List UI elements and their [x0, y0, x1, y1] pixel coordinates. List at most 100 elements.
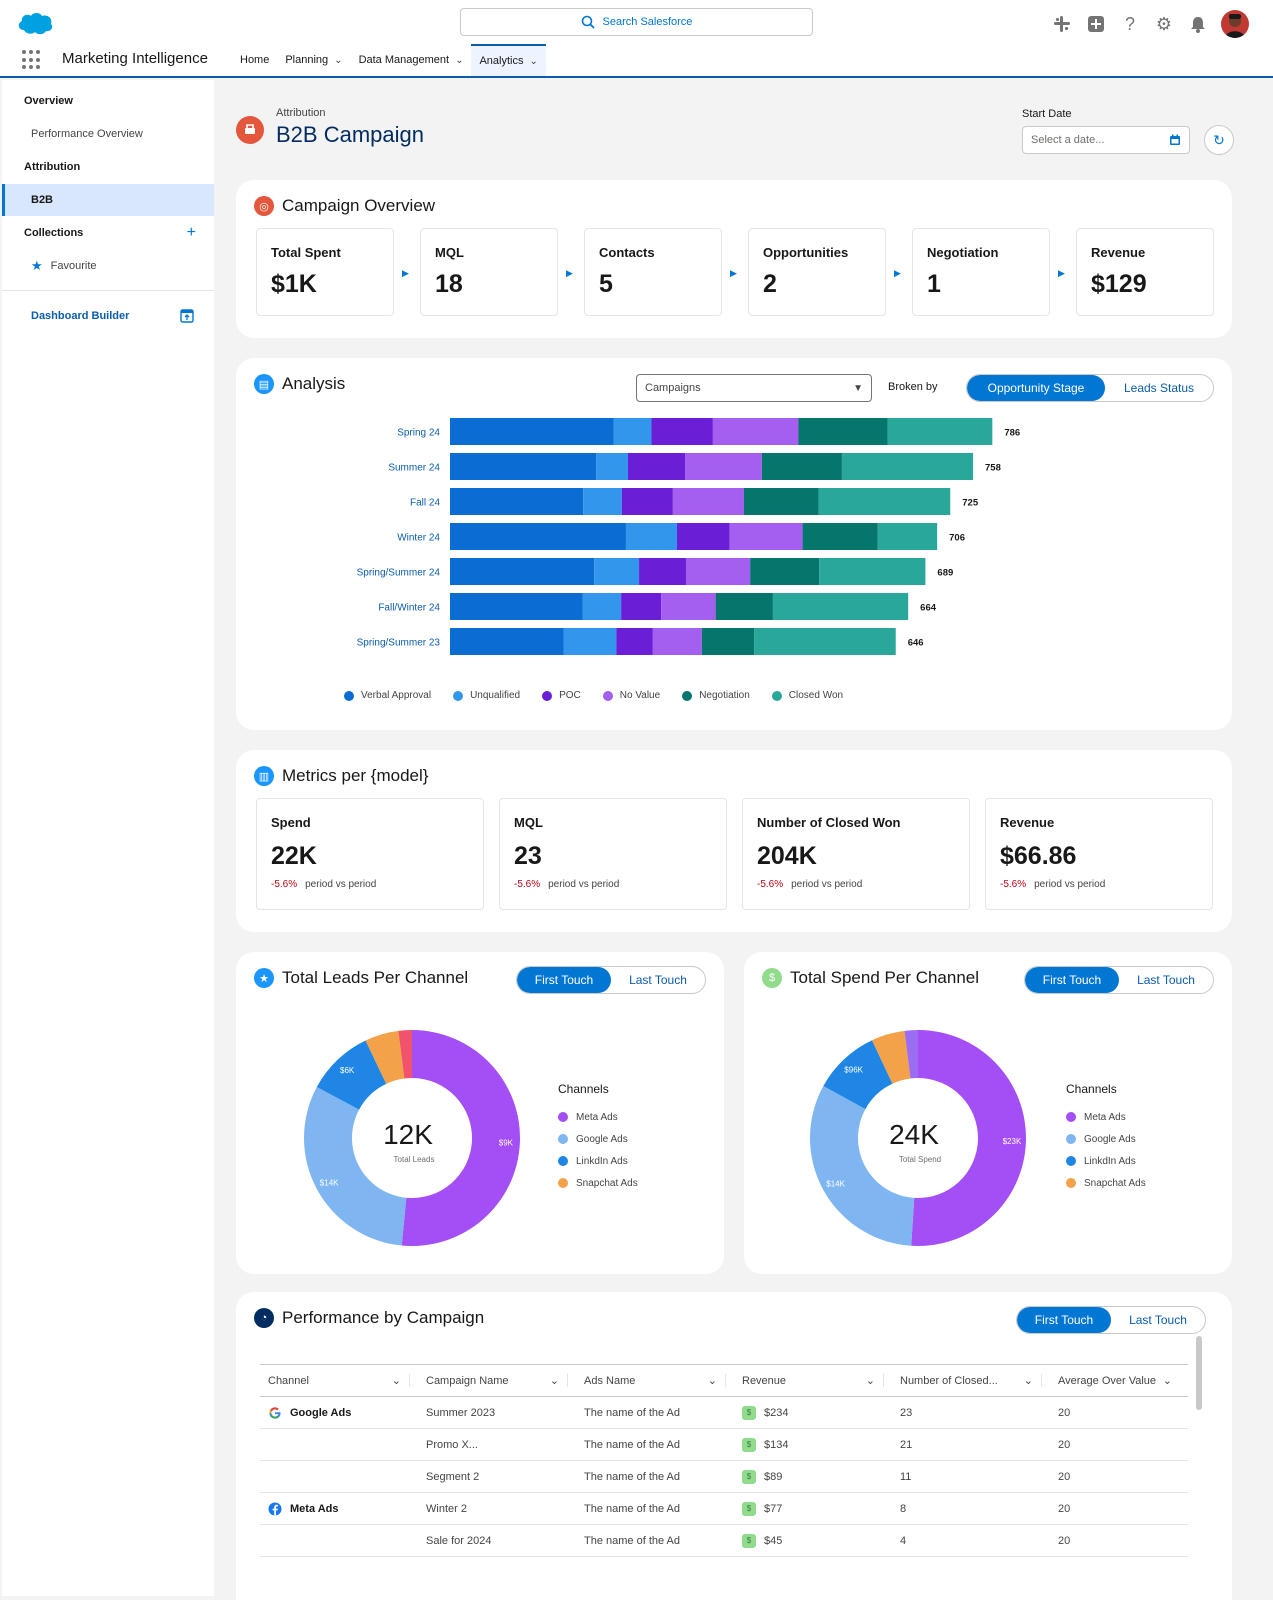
bar-segment[interactable]	[596, 453, 629, 480]
column-header-revenue[interactable]: Revenue ⌄	[734, 1364, 892, 1397]
chevron-down-icon[interactable]: ⌄	[455, 54, 464, 66]
toggle-first-touch[interactable]: First Touch	[517, 967, 611, 993]
legend-item[interactable]: No Value	[602, 690, 660, 701]
bar-segment[interactable]	[661, 593, 716, 620]
kpi-negotiation[interactable]: Negotiation 1	[912, 228, 1050, 316]
bar-segment[interactable]	[877, 523, 938, 550]
donut-slice[interactable]	[810, 1085, 915, 1246]
bar-segment[interactable]	[652, 628, 702, 655]
settings-icon[interactable]: ⚙	[1155, 13, 1173, 34]
legend-item[interactable]: Google Ads	[558, 1128, 638, 1150]
donut-slice[interactable]	[365, 1030, 405, 1084]
bar-segment[interactable]	[819, 558, 926, 585]
nav-home[interactable]: Home	[240, 54, 270, 66]
global-search[interactable]: Search Salesforce	[460, 8, 813, 36]
bar-segment[interactable]	[621, 593, 662, 620]
help-icon[interactable]: ?	[1124, 13, 1135, 34]
toggle-first-touch[interactable]: First Touch	[1025, 967, 1119, 993]
chevron-down-icon[interactable]: ⌄	[707, 1375, 717, 1387]
chevron-down-icon[interactable]: ⌄	[865, 1375, 875, 1387]
kpi-total-spent[interactable]: Total Spent $1K	[256, 228, 394, 316]
sidebar-item-b2b[interactable]: B2B	[2, 184, 214, 216]
kpi-opportunities[interactable]: Opportunities 2	[748, 228, 886, 316]
bar-segment[interactable]	[639, 558, 686, 585]
bar-segment[interactable]	[616, 628, 653, 655]
chevron-down-icon[interactable]: ⌄	[1162, 1375, 1172, 1387]
kpi-mql[interactable]: MQL 18	[420, 228, 558, 316]
bar-segment[interactable]	[761, 453, 842, 480]
chevron-down-icon[interactable]: ⌄	[529, 55, 538, 67]
calendar-icon[interactable]	[1169, 134, 1181, 146]
bar-segment[interactable]	[450, 628, 564, 655]
bar-segment[interactable]	[818, 488, 951, 515]
column-header-channel[interactable]: Channel ⌄	[260, 1364, 418, 1397]
metric-closed-won[interactable]: Number of Closed Won 204K -5.6% period vs…	[742, 798, 970, 910]
nav-data-management[interactable]: Data Management ⌄	[358, 54, 464, 66]
bar-segment[interactable]	[628, 453, 686, 480]
notifications-icon[interactable]	[1187, 13, 1209, 35]
nav-analytics[interactable]: Analytics ⌄	[471, 44, 546, 76]
legend-item[interactable]: Unqualified	[453, 690, 520, 701]
bar-segment[interactable]	[677, 523, 730, 550]
bar-segment[interactable]	[685, 453, 762, 480]
legend-item[interactable]: LinkdIn Ads	[1066, 1150, 1146, 1172]
donut-slice[interactable]	[401, 1030, 520, 1246]
start-date-input[interactable]: Select a date...	[1022, 126, 1190, 154]
sidebar-item-performance-overview[interactable]: Performance Overview	[31, 128, 143, 140]
toggle-leads-status[interactable]: Leads Status	[1123, 381, 1195, 395]
legend-item[interactable]: Negotiation	[682, 690, 750, 701]
donut-slice[interactable]	[398, 1030, 412, 1079]
donut-slice[interactable]	[911, 1030, 1027, 1246]
bar-segment[interactable]	[772, 593, 909, 620]
sidebar-item-favourite[interactable]: ★ Favourite	[31, 258, 97, 273]
bar-segment[interactable]	[625, 523, 678, 550]
column-header-average[interactable]: Average Over Value ⌄	[1050, 1364, 1188, 1397]
bar-segment[interactable]	[743, 488, 819, 515]
table-row[interactable]: Meta Ads Winter 2 The name of the Ad $ $7…	[260, 1492, 1188, 1525]
legend-item[interactable]: Meta Ads	[1066, 1106, 1146, 1128]
toggle-opportunity-stage[interactable]: Opportunity Stage	[967, 375, 1105, 401]
bar-segment[interactable]	[715, 593, 773, 620]
toggle-last-touch[interactable]: Last Touch	[1137, 973, 1195, 987]
metric-mql[interactable]: MQL 23 -5.6% period vs period	[499, 798, 727, 910]
chevron-down-icon[interactable]: ⌄	[1023, 1375, 1033, 1387]
column-header-ads-name[interactable]: Ads Name ⌄	[576, 1364, 734, 1397]
analysis-select[interactable]: Campaigns ▼	[636, 374, 872, 402]
kpi-revenue[interactable]: Revenue $129	[1076, 228, 1214, 316]
legend-item[interactable]: LinkdIn Ads	[558, 1150, 638, 1172]
legend-item[interactable]: POC	[542, 690, 581, 701]
legend-item[interactable]: Closed Won	[771, 690, 843, 701]
legend-item[interactable]: Google Ads	[1066, 1128, 1146, 1150]
table-row[interactable]: Promo X... The name of the Ad $ $134 21 2…	[260, 1428, 1188, 1461]
bar-segment[interactable]	[613, 418, 652, 445]
legend-item[interactable]: Snapchat Ads	[558, 1172, 638, 1194]
legend-item[interactable]: Meta Ads	[558, 1106, 638, 1128]
bar-segment[interactable]	[450, 558, 595, 585]
bar-segment[interactable]	[802, 523, 878, 550]
bar-segment[interactable]	[750, 558, 820, 585]
bar-segment[interactable]	[651, 418, 713, 445]
bar-segment[interactable]	[450, 453, 597, 480]
column-header-campaign-name[interactable]: Campaign Name ⌄	[418, 1364, 576, 1397]
bar-segment[interactable]	[701, 628, 755, 655]
chevron-down-icon[interactable]: ⌄	[549, 1375, 559, 1387]
avatar[interactable]	[1221, 10, 1249, 38]
refresh-button[interactable]: ↻	[1204, 125, 1234, 155]
bar-segment[interactable]	[621, 488, 673, 515]
donut-slice[interactable]	[316, 1040, 387, 1110]
table-row[interactable]: Sale for 2024 The name of the Ad $ $45 4 …	[260, 1524, 1188, 1557]
bar-segment[interactable]	[450, 593, 583, 620]
bar-segment[interactable]	[729, 523, 803, 550]
donut-slice[interactable]	[303, 1086, 407, 1246]
bar-segment[interactable]	[563, 628, 617, 655]
chevron-down-icon[interactable]: ⌄	[391, 1375, 401, 1387]
donut-slice[interactable]	[904, 1030, 918, 1079]
bar-segment[interactable]	[582, 593, 622, 620]
bar-segment[interactable]	[887, 418, 993, 445]
table-row[interactable]: Google Ads Summer 2023 The name of the A…	[260, 1396, 1188, 1429]
bar-segment[interactable]	[450, 523, 626, 550]
bar-segment[interactable]	[841, 453, 974, 480]
legend-item[interactable]: Snapchat Ads	[1066, 1172, 1146, 1194]
toggle-last-touch[interactable]: Last Touch	[629, 973, 687, 987]
bar-segment[interactable]	[672, 488, 744, 515]
